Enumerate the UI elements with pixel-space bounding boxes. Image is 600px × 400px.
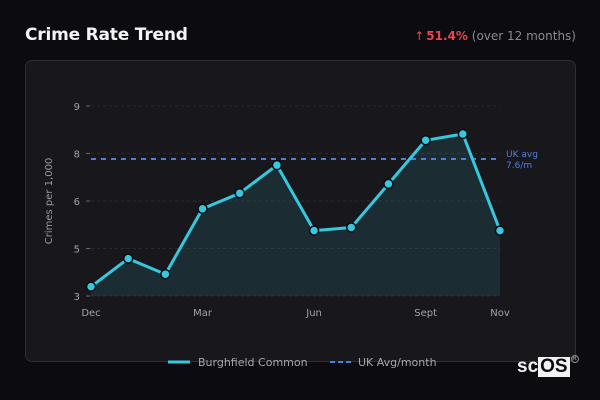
y-axis-label: Crimes per 1,000: [44, 158, 55, 245]
y-axis: 3 5 6 8 9: [74, 102, 90, 303]
registered-icon: R: [570, 355, 579, 363]
x-tick-label: Dec: [81, 308, 100, 319]
data-point[interactable]: [85, 281, 97, 292]
legend-series-label: Burghfield Common: [198, 356, 308, 369]
data-point[interactable]: [234, 187, 245, 199]
y-tick-label: 5: [74, 245, 80, 256]
up-arrow-icon: ↑: [414, 29, 425, 43]
logo-os: OS: [538, 356, 570, 377]
legend: Burghfield Common UK Avg/month: [168, 356, 437, 369]
x-tick-label: Sept: [414, 308, 437, 319]
data-point[interactable]: [494, 225, 506, 236]
change-indicator: ↑ 51.4% (over 12 months): [414, 29, 576, 43]
data-point[interactable]: [122, 253, 134, 264]
uk-average-label-line1: UK avg: [506, 150, 538, 160]
x-axis: Dec Mar Jun Sept Nov: [81, 308, 510, 319]
x-tick-label: Jun: [305, 308, 322, 319]
chart-card: [25, 60, 576, 362]
gridlines: [91, 105, 500, 297]
legend-item-burghfield[interactable]: Burghfield Common: [168, 356, 308, 369]
x-tick-label: Mar: [193, 308, 213, 319]
y-tick-label: 8: [74, 150, 80, 161]
data-point[interactable]: [346, 222, 357, 233]
y-tick-label: 3: [74, 292, 80, 303]
chart-title: Crime Rate Trend: [25, 25, 188, 45]
change-period: (over 12 months): [471, 29, 576, 43]
data-point[interactable]: [308, 225, 320, 236]
series-line: [90, 132, 502, 288]
data-point[interactable]: [383, 178, 394, 190]
change-percent: 51.4%: [426, 29, 468, 43]
y-tick-label: 6: [74, 197, 80, 208]
data-point[interactable]: [271, 159, 283, 171]
data-points: [85, 128, 506, 292]
x-tick-label: Nov: [490, 308, 510, 319]
data-point[interactable]: [197, 203, 208, 215]
data-point[interactable]: [420, 135, 431, 146]
scos-logo: sc OS R: [517, 355, 579, 377]
logo-sc: sc: [517, 356, 539, 377]
uk-average-label-line2: 7.6/m: [506, 161, 532, 171]
data-point[interactable]: [457, 128, 469, 140]
y-tick-label: 9: [74, 102, 80, 113]
legend-item-uk-avg[interactable]: UK Avg/month: [330, 356, 437, 369]
legend-reference-label: UK Avg/month: [358, 356, 437, 369]
data-point[interactable]: [160, 268, 171, 280]
